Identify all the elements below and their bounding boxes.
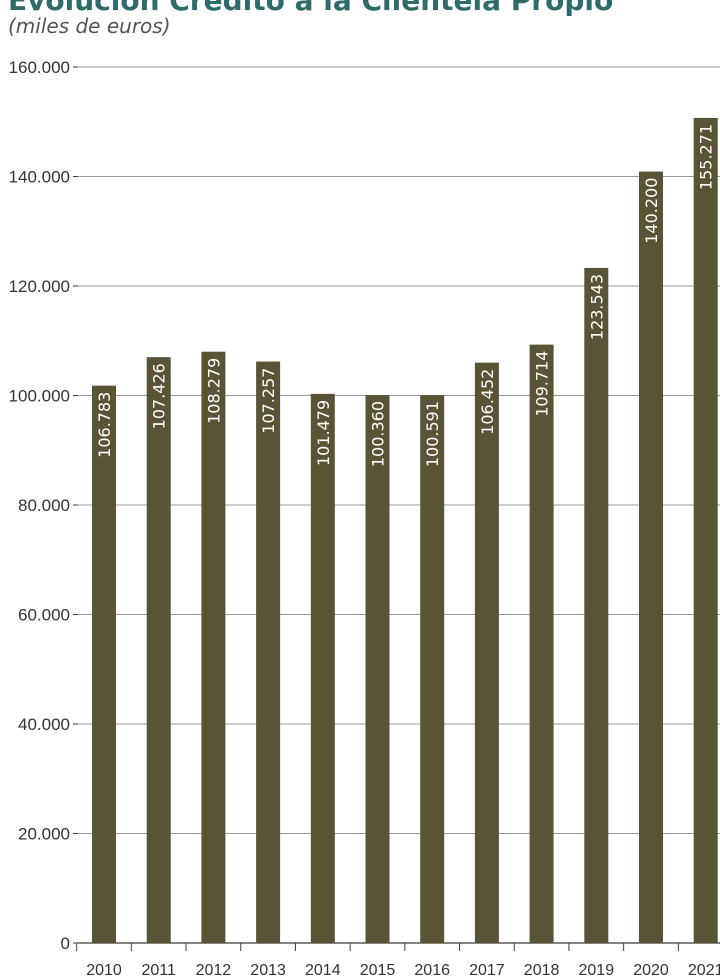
x-tick-label: 2017 [469,962,505,979]
bar-2019 [584,267,609,943]
y-tick-label: 80.000 [18,496,70,515]
x-tick-label: 2020 [633,962,669,979]
bar-value-label: 100.591 [423,401,442,467]
x-tick-label: 2011 [141,962,176,979]
bar-2016 [420,394,445,943]
bar-2014 [310,393,335,943]
y-tick-label: 120.000 [9,277,70,296]
bar-2015 [365,394,390,943]
bar-value-label: 140.200 [642,178,661,244]
y-tick-label: 140.000 [9,168,70,187]
bar-2012 [201,351,226,943]
bar-value-label: 106.452 [478,369,497,435]
bar-2021 [693,117,718,944]
bar-value-label: 155.271 [697,124,716,190]
bar-value-label: 107.257 [259,368,278,434]
chart-title: Evolución Crédito a la Clientela Propio [8,0,614,17]
x-tick-label: 2010 [86,962,122,979]
x-tick-label: 2015 [360,962,396,979]
y-tick-label: 0 [61,934,70,953]
bar-2017 [474,362,499,943]
bar-value-label: 123.543 [587,274,606,340]
bar-2013 [256,361,281,943]
bar-2011 [146,357,171,943]
y-tick-label: 20.000 [18,825,70,844]
y-tick-label: 60.000 [18,606,70,625]
y-tick-label: 100.000 [9,387,70,406]
y-tick-label: 40.000 [18,715,70,734]
x-tick-label: 2021 [688,962,720,979]
bar-2018 [529,344,554,943]
bar-value-label: 106.783 [95,392,114,458]
x-tick-label: 2016 [414,962,450,979]
bar-2010 [92,385,116,943]
bar-value-label: 109.714 [533,351,552,417]
bar-value-label: 101.479 [314,400,333,466]
x-tick-label: 2013 [250,962,286,979]
y-tick-label: 160.000 [9,58,70,77]
bar-2020 [639,171,663,943]
x-tick-label: 2019 [579,962,615,979]
bar-value-label: 100.360 [369,401,388,467]
x-tick-label: 2014 [305,962,341,979]
bar-value-label: 107.426 [150,363,169,429]
chart-subtitle: (miles de euros) [8,14,171,38]
x-tick-label: 2012 [196,962,232,979]
x-tick-label: 2018 [524,962,560,979]
bar-value-label: 108.279 [204,358,223,424]
